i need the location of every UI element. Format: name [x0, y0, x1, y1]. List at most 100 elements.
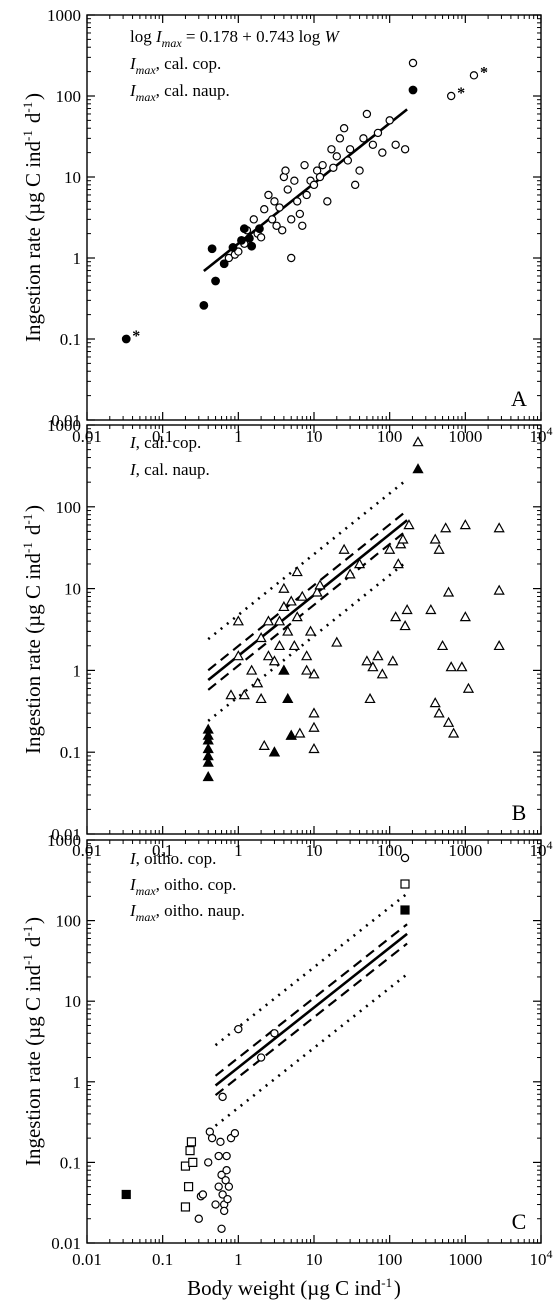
- data-point-series-1: [442, 586, 455, 597]
- data-point-series-1: [367, 661, 379, 672]
- data-point-series-1: [315, 172, 325, 182]
- data-point-series-1: [355, 166, 364, 175]
- data-point-series-1: [440, 522, 452, 533]
- data-point-series-1: [273, 639, 286, 651]
- legend-marker: [412, 436, 424, 447]
- data-point-series-1: [246, 664, 258, 675]
- x-tick-label: 1000: [448, 1250, 482, 1269]
- legend-label: I, oitho. cop.: [129, 849, 216, 868]
- data-point-series-1: [222, 1166, 231, 1175]
- data-point-series-1: [273, 615, 286, 626]
- data-point-series-1: [291, 566, 303, 577]
- data-point-series-1: [376, 668, 388, 679]
- data-point-series-1: [373, 128, 383, 138]
- y-tick-label: 1000: [47, 6, 81, 25]
- data-point-series-2: [202, 734, 214, 745]
- data-point-series-1: [290, 176, 299, 185]
- confidence-band-upper: [214, 923, 408, 1077]
- legend-label: I, cal. naup.: [129, 460, 210, 479]
- data-point-series-1: [287, 253, 296, 263]
- data-point-series-2: [211, 276, 220, 286]
- data-point-series-2: [255, 224, 264, 234]
- x-tick-label: 100: [377, 427, 403, 446]
- data-point-series-1: [332, 152, 341, 161]
- data-point-series-1: [255, 632, 267, 643]
- data-point-series-1: [353, 558, 366, 569]
- data-point-series-2: [228, 243, 238, 252]
- y-axis-label: Ingestion rate (µg C ind-1 d-1 ): [20, 93, 45, 342]
- y-tick-label: 1: [73, 1073, 82, 1092]
- y-tick-label: 0.1: [60, 1153, 81, 1172]
- data-point-series-1: [260, 205, 269, 214]
- data-point-series-1: [359, 134, 368, 143]
- panel-a: 0.01 0.1 1 10 100 1000 1040.010.11101001000Ing…: [20, 6, 553, 446]
- data-point-series-1: [256, 1053, 266, 1062]
- y-tick-label: 100: [56, 498, 82, 517]
- data-point-series-1: [469, 71, 479, 80]
- y-tick-label: 0.1: [60, 330, 81, 349]
- data-point-series-1: [232, 650, 244, 661]
- data-point-series-1: [350, 180, 360, 190]
- data-point-series-1: [318, 160, 327, 170]
- y-tick-label: 100: [56, 912, 82, 931]
- data-point-series-2: [202, 770, 214, 782]
- legend-marker: [408, 85, 418, 95]
- data-point-series-2: [247, 241, 257, 251]
- data-point-series-1: [258, 739, 270, 751]
- data-point-series-1: [283, 185, 292, 194]
- data-point-series-1: [308, 721, 320, 732]
- legend-marker: [400, 905, 410, 915]
- data-point-series-1: [294, 727, 306, 738]
- data-point-series-1: [311, 586, 323, 597]
- data-point-series-1: [267, 215, 277, 224]
- data-point-series-1: [493, 584, 505, 595]
- data-point-series-2: [199, 300, 209, 310]
- data-point-series-1: [335, 134, 345, 143]
- data-point-series-1: [378, 148, 387, 157]
- data-point-series-1: [447, 727, 460, 738]
- y-tick-label: 100: [56, 87, 82, 106]
- y-tick-label: 1000: [47, 831, 81, 850]
- data-point-series-1: [278, 582, 290, 593]
- data-point-series-2: [121, 334, 131, 344]
- data-point-series-2: [207, 244, 217, 254]
- data-point-series-2: [239, 224, 249, 234]
- data-point-series-2: [188, 1157, 198, 1168]
- panel-letter: C: [512, 1209, 527, 1234]
- asterisk-mark: *: [457, 85, 465, 102]
- data-point-series-1: [329, 163, 338, 172]
- data-point-series-1: [281, 166, 290, 175]
- data-point-series-1: [214, 1182, 223, 1191]
- data-point-series-1: [308, 742, 320, 754]
- x-tick-label: 1000: [448, 841, 482, 860]
- regression-line: [207, 519, 408, 682]
- data-point-series-1: [304, 625, 317, 636]
- legend-marker: [412, 463, 424, 474]
- x-tick-label: 104: [530, 1247, 553, 1269]
- y-tick-label: 10: [64, 992, 81, 1011]
- x-tick-label: 1000: [448, 427, 482, 446]
- confidence-band-lower: [207, 529, 408, 691]
- x-tick-label: 1: [234, 1250, 243, 1269]
- x-tick-label: 100: [377, 841, 403, 860]
- y-tick-label: 1000: [47, 416, 81, 435]
- data-point-series-1: [345, 145, 355, 154]
- data-point-series-1: [252, 677, 264, 688]
- data-point-series-1: [338, 543, 350, 554]
- data-point-series-1: [390, 611, 402, 622]
- legend-label: Imax, oitho. cop.: [129, 875, 236, 898]
- data-point-series-1: [264, 190, 273, 200]
- data-point-series-1: [362, 109, 372, 119]
- data-point-series-1: [327, 145, 336, 154]
- data-point-series-1: [433, 707, 445, 718]
- y-tick-label: 0.1: [60, 743, 81, 762]
- data-point-series-1: [339, 124, 349, 133]
- data-point-series-1: [249, 215, 258, 224]
- data-point-series-2: [219, 259, 229, 269]
- x-tick-label: 0.1: [152, 427, 173, 446]
- data-point-series-1: [459, 519, 471, 530]
- data-point-series-2: [180, 1202, 191, 1212]
- y-tick-label: 0.01: [51, 825, 81, 844]
- confidence-band-upper: [207, 509, 408, 672]
- data-point-series-1: [216, 1137, 225, 1147]
